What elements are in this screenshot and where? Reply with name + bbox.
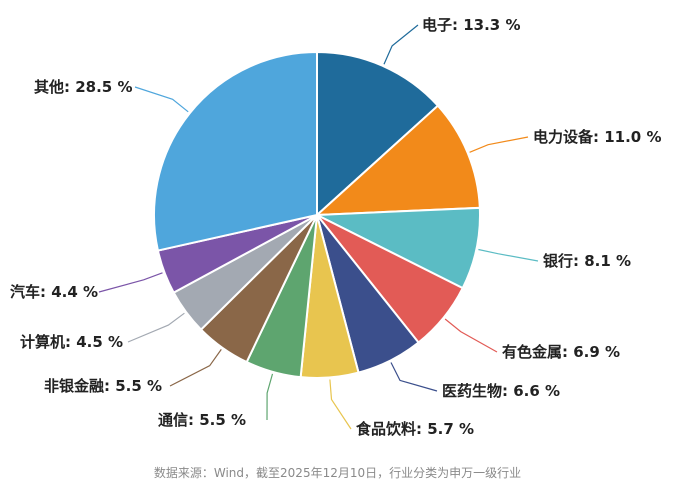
slice-label-3: 银行: 8.1 % xyxy=(543,252,631,270)
leader-line-1 xyxy=(383,24,419,65)
leader-line-11 xyxy=(134,86,189,113)
pie-slice-11 xyxy=(153,50,318,252)
slice-label-7: 通信: 5.5 % xyxy=(158,411,246,429)
leader-line-8 xyxy=(169,349,222,387)
leader-line-2 xyxy=(469,136,529,153)
leader-line-5 xyxy=(390,362,438,392)
slice-label-11: 其他: 28.5 % xyxy=(34,78,132,96)
slice-label-10: 汽车: 4.4 % xyxy=(10,283,98,301)
pie-slices xyxy=(153,50,481,379)
slice-label-6: 食品饮料: 5.7 % xyxy=(356,420,474,438)
leader-line-4 xyxy=(444,318,498,353)
leader-lines xyxy=(98,24,539,430)
slice-labels: 电子: 13.3 % 电力设备: 11.0 % 银行: 8.1 % 有色金属: 6.9… xyxy=(10,16,661,438)
leader-line-9 xyxy=(127,312,185,343)
slice-label-9: 计算机: 4.5 % xyxy=(20,333,123,351)
slice-label-4: 有色金属: 6.9 % xyxy=(502,343,620,361)
leader-line-6 xyxy=(329,379,352,430)
slice-label-1: 电子: 13.3 % xyxy=(422,16,520,34)
leader-line-7 xyxy=(266,373,274,421)
leader-line-3 xyxy=(478,248,539,262)
leader-line-10 xyxy=(98,272,163,293)
pie-slice-2 xyxy=(314,104,481,217)
slice-label-5: 医药生物: 6.6 % xyxy=(442,382,560,400)
pie-slice-1 xyxy=(316,50,440,218)
slice-label-2: 电力设备: 11.0 % xyxy=(533,128,661,146)
slice-label-8: 非银金融: 5.5 % xyxy=(44,377,162,395)
source-note: 数据来源：Wind，截至2025年12月10日，行业分类为申万一级行业 xyxy=(153,466,522,480)
